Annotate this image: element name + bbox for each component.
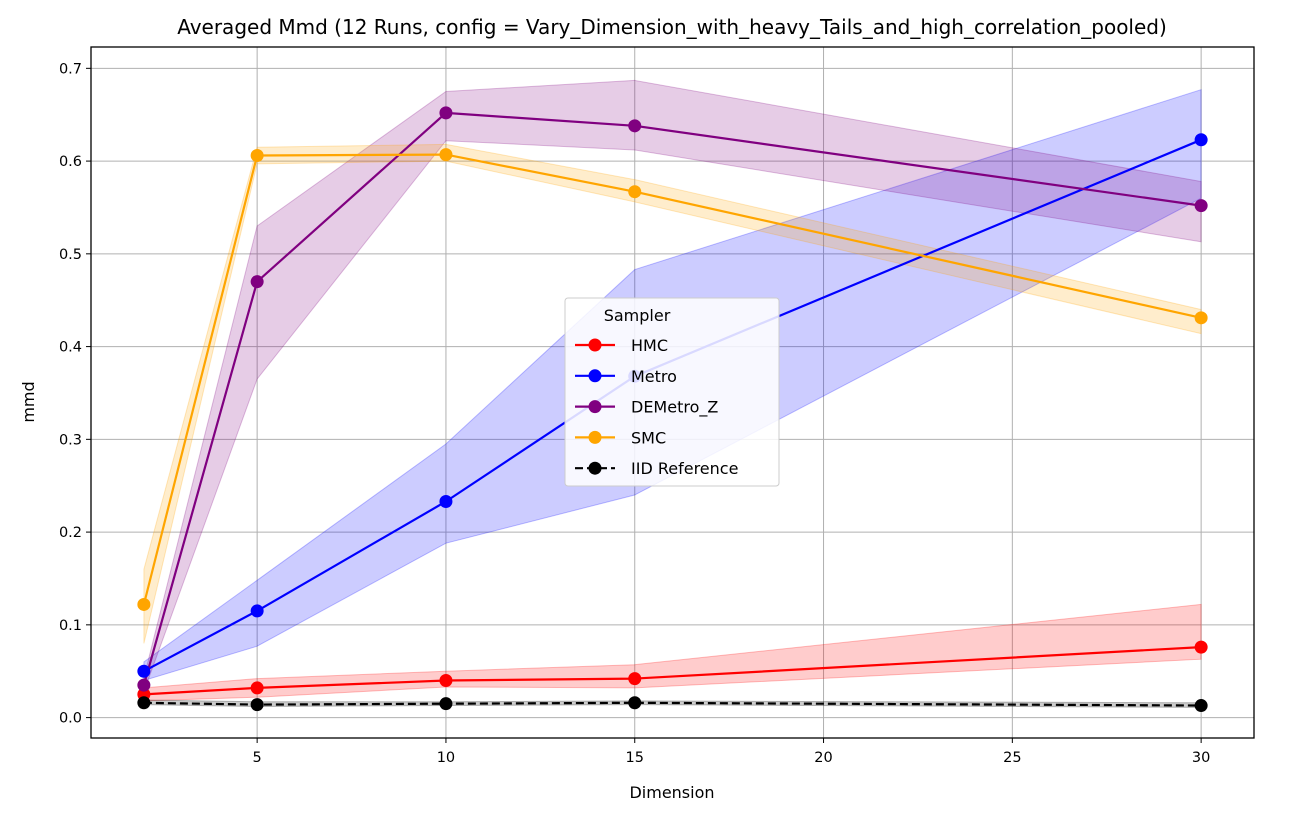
iid-reference-point bbox=[137, 696, 151, 710]
hmc-band bbox=[143, 603, 1202, 702]
smc-band bbox=[143, 143, 1202, 644]
smc-point bbox=[250, 149, 264, 163]
legend-marker-demetro-z bbox=[588, 400, 602, 414]
x-tick-label: 20 bbox=[814, 750, 832, 766]
legend-box bbox=[564, 297, 780, 487]
x-axis-ticks: 5 10 15 20 25 30 bbox=[253, 738, 1210, 766]
hmc-point bbox=[628, 672, 642, 686]
hmc-point bbox=[250, 681, 264, 695]
plot-area-frame bbox=[90, 46, 1255, 739]
chart-title: Averaged Mmd (12 Runs, config = Vary_Dim… bbox=[177, 15, 1167, 39]
demetro-z-point bbox=[1194, 199, 1208, 213]
legend-label-demetro-z: DEMetro_Z bbox=[631, 398, 718, 418]
demetro-z-point bbox=[628, 119, 642, 133]
y-tick-label: 0.4 bbox=[59, 340, 82, 356]
x-tick-label: 5 bbox=[253, 750, 262, 766]
metro-point bbox=[137, 664, 151, 678]
y-tick-label: 0.1 bbox=[59, 618, 82, 634]
iid-reference-point bbox=[628, 696, 642, 710]
x-tick-label: 10 bbox=[437, 750, 455, 766]
x-tick-label: 25 bbox=[1003, 750, 1021, 766]
metro-point bbox=[439, 494, 453, 508]
x-axis-label: Dimension bbox=[629, 783, 714, 802]
demetro-z-point bbox=[250, 275, 264, 289]
hmc-point bbox=[439, 673, 453, 687]
demetro-z-point bbox=[439, 106, 453, 120]
legend-label-smc: SMC bbox=[631, 428, 666, 447]
legend-marker-smc bbox=[588, 430, 602, 444]
iid-reference-point bbox=[250, 698, 264, 712]
legend-marker-metro bbox=[588, 369, 602, 383]
metro-point bbox=[250, 604, 264, 618]
hmc-point bbox=[1194, 640, 1208, 654]
y-axis-label: mmd bbox=[19, 381, 38, 422]
legend-marker-hmc bbox=[588, 338, 602, 352]
legend-label-iid-reference: IID Reference bbox=[631, 459, 738, 478]
legend: Sampler HMC Metro DEMetro_Z SMC IID Referenc… bbox=[564, 297, 780, 487]
y-tick-label: 0.2 bbox=[59, 525, 82, 541]
legend-label-metro: Metro bbox=[631, 367, 677, 386]
smc-point bbox=[628, 185, 642, 199]
smc-point bbox=[439, 148, 453, 162]
smc-point bbox=[1194, 311, 1208, 325]
smc-point bbox=[137, 597, 151, 611]
x-tick-label: 30 bbox=[1192, 750, 1210, 766]
y-tick-label: 0.3 bbox=[59, 432, 82, 448]
y-axis-ticks: 0.0 0.1 0.2 0.3 0.4 0.5 0.6 0.7 bbox=[59, 61, 91, 727]
iid-reference-point bbox=[439, 697, 453, 711]
legend-title: Sampler bbox=[604, 306, 671, 325]
legend-label-hmc: HMC bbox=[631, 336, 668, 355]
y-tick-label: 0.0 bbox=[59, 711, 82, 727]
demetro-z-band bbox=[143, 79, 1202, 692]
legend-items: HMC Metro DEMetro_Z SMC IID Reference bbox=[575, 336, 738, 478]
metro-point bbox=[1194, 133, 1208, 147]
x-tick-label: 15 bbox=[626, 750, 644, 766]
y-tick-label: 0.7 bbox=[59, 61, 82, 77]
y-tick-label: 0.6 bbox=[59, 154, 82, 170]
iid-reference-point bbox=[1194, 699, 1208, 713]
y-tick-label: 0.5 bbox=[59, 247, 82, 263]
legend-marker-iid-reference bbox=[588, 461, 602, 475]
demetro-z-point bbox=[137, 678, 151, 692]
